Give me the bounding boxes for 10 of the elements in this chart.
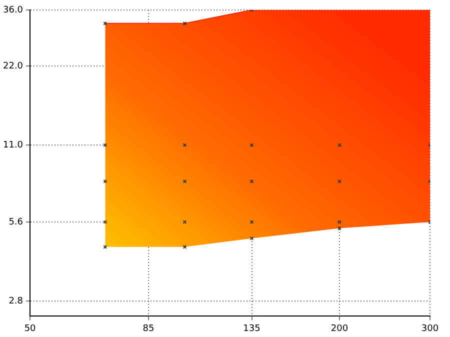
- x-tick-label: 200: [330, 324, 348, 334]
- x-tick-label: 50: [24, 324, 36, 334]
- y-tick-label: 11.0: [2, 140, 24, 150]
- y-tick-label: 5.6: [8, 217, 24, 228]
- x-tick-label: 85: [142, 324, 154, 334]
- y-tick-label: 36.0: [2, 5, 24, 16]
- x-tick-label: 300: [421, 324, 439, 334]
- y-tick-label: 2.8: [8, 296, 24, 306]
- x-tick-label: 135: [243, 324, 260, 334]
- y-tick-label: 22.0: [2, 61, 24, 72]
